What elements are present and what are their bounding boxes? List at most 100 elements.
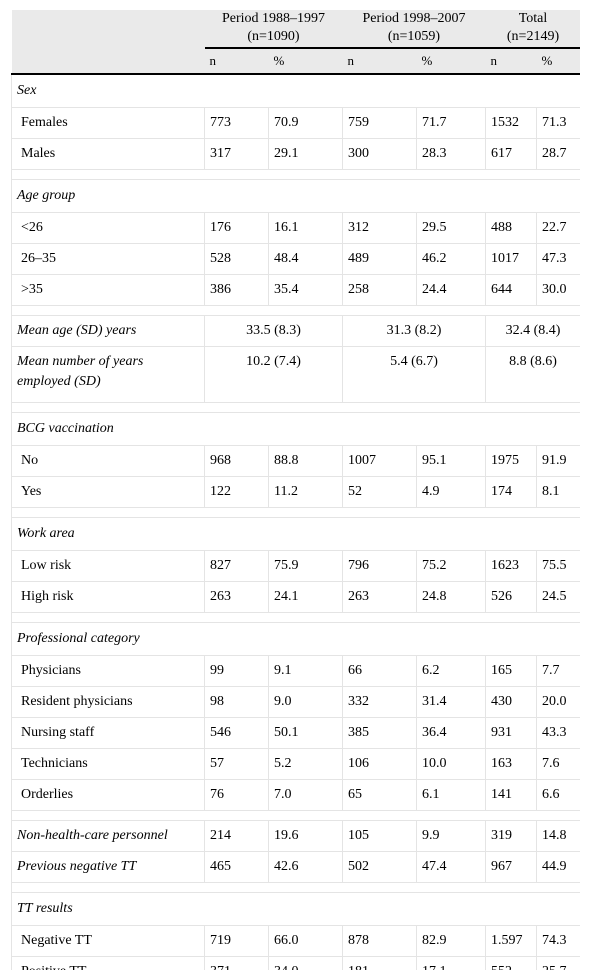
cell: 617 — [485, 138, 537, 170]
row-label: High risk — [11, 581, 205, 613]
spacer-row — [11, 507, 580, 518]
cell: 22.7 — [536, 212, 580, 244]
cell: 28.3 — [416, 138, 486, 170]
cell: 36.4 — [416, 717, 486, 749]
cell: 66.0 — [268, 925, 343, 957]
row-label: Orderlies — [11, 779, 205, 811]
spacer-row — [11, 810, 580, 821]
cell: 28.7 — [536, 138, 580, 170]
cell: 71.7 — [416, 107, 486, 139]
row-label: Negative TT — [11, 925, 205, 957]
cell: 75.5 — [536, 550, 580, 582]
header-group-title: Period 1988–1997 — [221, 11, 326, 26]
row-label: >35 — [11, 274, 205, 306]
cell: 57 — [204, 748, 269, 780]
cell: 42.6 — [268, 851, 343, 883]
cell: 88.8 — [268, 445, 343, 477]
row-label: <26 — [11, 212, 205, 244]
cell: 317 — [204, 138, 269, 170]
row-label: Yes — [11, 476, 205, 508]
cell: 82.9 — [416, 925, 486, 957]
section-title: TT results — [11, 892, 580, 926]
table-row: Females 773 70.9 759 71.7 1532 71.3 — [11, 107, 580, 139]
section-title: Sex — [11, 74, 580, 108]
cell: 8.8 (8.6) — [485, 346, 580, 403]
cell: 968 — [204, 445, 269, 477]
cell: 7.0 — [268, 779, 343, 811]
table-row: Males 317 29.1 300 28.3 617 28.7 — [11, 138, 580, 170]
cell: 9.0 — [268, 686, 343, 718]
table-row: Orderlies 76 7.0 65 6.1 141 6.6 — [11, 779, 580, 811]
cell: 489 — [342, 243, 417, 275]
cell: 796 — [342, 550, 417, 582]
subheader-pct: % — [268, 48, 343, 75]
cell: 546 — [204, 717, 269, 749]
cell: 552 — [485, 956, 537, 970]
row-label: Positive TT — [11, 956, 205, 970]
table-row: Mean number of years employed (SD) 10.2 … — [11, 346, 580, 403]
cell: 99 — [204, 655, 269, 687]
cell: 75.2 — [416, 550, 486, 582]
cell: 6.2 — [416, 655, 486, 687]
cell: 5.4 (6.7) — [342, 346, 486, 403]
cell: 31.3 (8.2) — [342, 315, 486, 347]
cell: 1017 — [485, 243, 537, 275]
table-row: Non-health-care personnel 214 19.6 105 9… — [11, 820, 580, 852]
header-group-n: (n=2149) — [506, 29, 560, 44]
cell: 1532 — [485, 107, 537, 139]
header-group-title: Period 1998–2007 — [362, 11, 466, 26]
cell: 319 — [485, 820, 537, 852]
cell: 7.6 — [536, 748, 580, 780]
header-group-n: (n=1059) — [387, 29, 441, 44]
cell: 24.1 — [268, 581, 343, 613]
row-label: Resident physicians — [11, 686, 205, 718]
cell: 385 — [342, 717, 417, 749]
row-label: Mean age (SD) years — [11, 315, 205, 347]
row-label: Non-health-care personnel — [11, 820, 205, 852]
cell: 488 — [485, 212, 537, 244]
spacer-row — [11, 305, 580, 316]
cell: 4.9 — [416, 476, 486, 508]
cell: 31.4 — [416, 686, 486, 718]
section-title: Age group — [11, 179, 580, 213]
cell: 50.1 — [268, 717, 343, 749]
cell: 6.6 — [536, 779, 580, 811]
cell: 91.9 — [536, 445, 580, 477]
subheader-pct: % — [536, 48, 580, 75]
spacer-row — [11, 612, 580, 623]
cell: 24.8 — [416, 581, 486, 613]
cell: 24.5 — [536, 581, 580, 613]
cell: 105 — [342, 820, 417, 852]
cell: 66 — [342, 655, 417, 687]
cell: 35.4 — [268, 274, 343, 306]
subheader-n: n — [485, 48, 537, 75]
cell: 47.4 — [416, 851, 486, 883]
cell: 163 — [485, 748, 537, 780]
spacer-row — [11, 882, 580, 893]
table-row: Physicians 99 9.1 66 6.2 165 7.7 — [11, 655, 580, 687]
table-row: High risk 263 24.1 263 24.8 526 24.5 — [11, 581, 580, 613]
cell: 332 — [342, 686, 417, 718]
cell: 20.0 — [536, 686, 580, 718]
section-title: Work area — [11, 517, 580, 551]
cell: 174 — [485, 476, 537, 508]
cell: 5.2 — [268, 748, 343, 780]
table-row: Yes 122 11.2 52 4.9 174 8.1 — [11, 476, 580, 508]
header-group-title: Total — [518, 11, 548, 26]
table-row: No 968 88.8 1007 95.1 1975 91.9 — [11, 445, 580, 477]
cell: 176 — [204, 212, 269, 244]
cell: 1975 — [485, 445, 537, 477]
cell: 29.1 — [268, 138, 343, 170]
cell: 70.9 — [268, 107, 343, 139]
cell: 95.1 — [416, 445, 486, 477]
cell: 6.1 — [416, 779, 486, 811]
cell: 16.1 — [268, 212, 343, 244]
cell: 931 — [485, 717, 537, 749]
table-row: <26 176 16.1 312 29.5 488 22.7 — [11, 212, 580, 244]
spacer-row — [11, 402, 580, 413]
subheader-n: n — [342, 48, 417, 75]
row-label: Previous negative TT — [11, 851, 205, 883]
cell: 122 — [204, 476, 269, 508]
row-label: No — [11, 445, 205, 477]
cell: 9.9 — [416, 820, 486, 852]
